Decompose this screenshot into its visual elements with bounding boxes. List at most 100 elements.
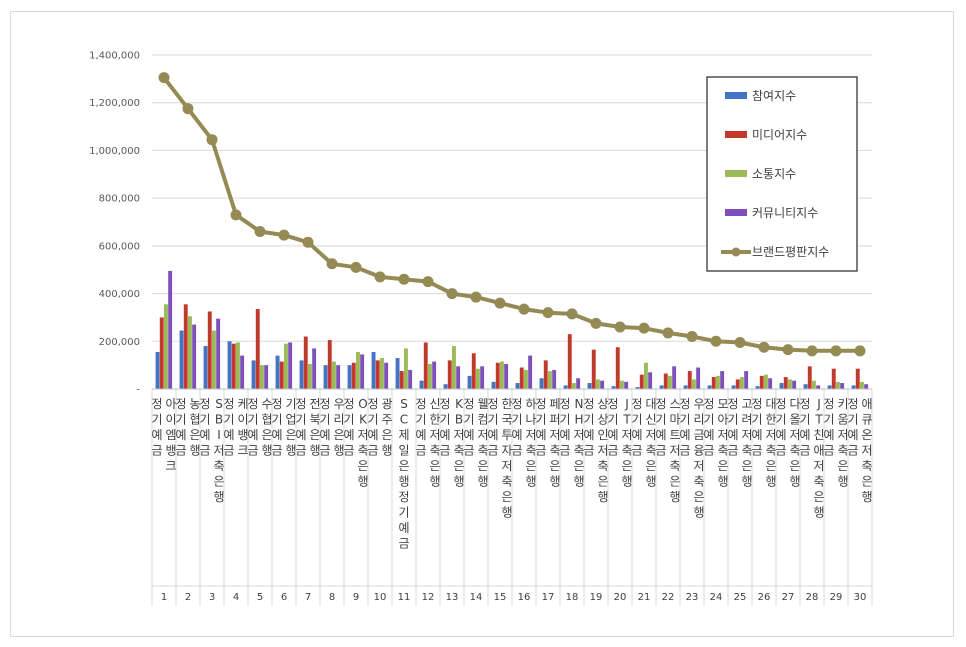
bar: [327, 340, 332, 389]
rank-label: 2: [185, 592, 191, 603]
y-tick-label: -: [136, 385, 140, 396]
bar: [519, 367, 524, 389]
line-point: [374, 271, 386, 283]
line-point: [806, 345, 818, 357]
x-tick-label: 우 리 은 행정 기 예 금: [319, 397, 344, 458]
line-point: [422, 276, 434, 288]
bar: [288, 342, 293, 389]
bar: [467, 375, 472, 389]
bar: [216, 318, 221, 389]
x-tick-label: 우 리 금 융 저 축 은 행정 기 예 금: [679, 397, 704, 520]
line-point: [854, 345, 866, 357]
bar: [203, 346, 208, 389]
legend-swatch: [725, 170, 747, 177]
x-tick-label: 농 협 은 행정 기 예 금: [175, 397, 200, 458]
bar: [807, 366, 812, 389]
x-tick-label: 수 협 은 행정 기 예 금: [247, 397, 272, 458]
bar: [207, 311, 212, 389]
bar: [635, 387, 640, 389]
bar: [471, 353, 476, 389]
rank-label: 19: [590, 592, 603, 603]
bar: [452, 346, 456, 389]
bar: [404, 348, 408, 389]
bar: [624, 381, 629, 389]
x-tick-label: N H 저 축 은 행정 기 예 금: [559, 397, 584, 489]
line-point: [470, 291, 482, 303]
legend-marker: [731, 247, 741, 257]
bar: [495, 362, 500, 389]
y-tick-label: 1,200,000: [89, 98, 140, 109]
bar: [264, 365, 269, 389]
bar: [399, 371, 404, 389]
bar: [504, 363, 509, 389]
rank-label: 27: [782, 592, 795, 603]
rank-label: 26: [758, 592, 771, 603]
rank-label: 20: [614, 592, 627, 603]
bar: [168, 270, 173, 389]
x-tick-label: J T 저 축 은 행정 기 예 금: [607, 397, 632, 489]
bar: [360, 354, 365, 389]
line-point: [230, 209, 242, 221]
bar: [803, 384, 808, 389]
bar: [711, 377, 716, 389]
bar: [336, 365, 341, 389]
bar: [740, 377, 744, 389]
legend-label: 커뮤니티지수: [752, 206, 818, 220]
bar: [236, 342, 240, 389]
bar: [356, 352, 360, 389]
bar: [524, 369, 528, 389]
y-tick-label: 1,400,000: [89, 51, 140, 62]
rank-label: 15: [494, 592, 507, 603]
legend-swatch: [725, 92, 747, 99]
rank-label: 21: [638, 592, 651, 603]
line-point: [686, 331, 698, 343]
bar: [683, 385, 688, 389]
x-tick-label: 아 이 엠 뱅 크정 기 예 금: [151, 397, 176, 473]
bar: [864, 384, 869, 389]
bar: [159, 317, 164, 389]
x-tick-label: 신 한 저 축 은 행정 기 예 금: [415, 397, 440, 489]
bar: [768, 378, 773, 389]
bar: [836, 381, 840, 389]
bar: [576, 378, 581, 389]
rank-label: 11: [398, 592, 411, 603]
rank-label: 18: [566, 592, 579, 603]
bar: [408, 369, 413, 389]
bar: [312, 348, 317, 389]
bar: [443, 384, 448, 389]
bar: [375, 360, 380, 389]
bar: [447, 360, 452, 389]
bar: [611, 386, 616, 389]
line-point: [206, 134, 218, 146]
bar: [528, 355, 533, 389]
bar: [672, 366, 677, 389]
bar: [227, 341, 232, 389]
x-axis: 아 이 엠 뱅 크정 기 예 금농 협 은 행정 기 예 금S B I 저 축 은 행정 기 예 금케 이 뱅 크정 기 예 금수 협 은 행…: [151, 388, 873, 606]
bar: [788, 379, 792, 389]
line-point: [566, 308, 578, 320]
x-tick-label: 페 퍼 저 축 은 행정 기 예 금: [535, 397, 560, 489]
bar: [759, 375, 764, 389]
bar: [347, 365, 352, 389]
bar: [615, 347, 620, 389]
x-tick-label: 고 려 저 축 은 행정 기 예 금: [727, 397, 752, 489]
bar: [371, 352, 376, 389]
bar: [668, 375, 672, 389]
bar: [831, 368, 836, 389]
rank-label: 17: [542, 592, 555, 603]
line-point: [158, 72, 170, 84]
legend-swatch: [725, 209, 747, 216]
bar: [351, 362, 356, 389]
bar: [567, 334, 572, 389]
rank-label: 28: [806, 592, 819, 603]
bar: [716, 375, 720, 389]
x-tick-label: 기 업 은 행정 기 예 금: [271, 397, 296, 458]
bar: [620, 380, 624, 389]
bar: [299, 360, 304, 389]
y-tick-label: 200,000: [99, 337, 140, 348]
bar: [395, 357, 400, 389]
line-point: [494, 297, 506, 309]
bar: [332, 361, 336, 389]
